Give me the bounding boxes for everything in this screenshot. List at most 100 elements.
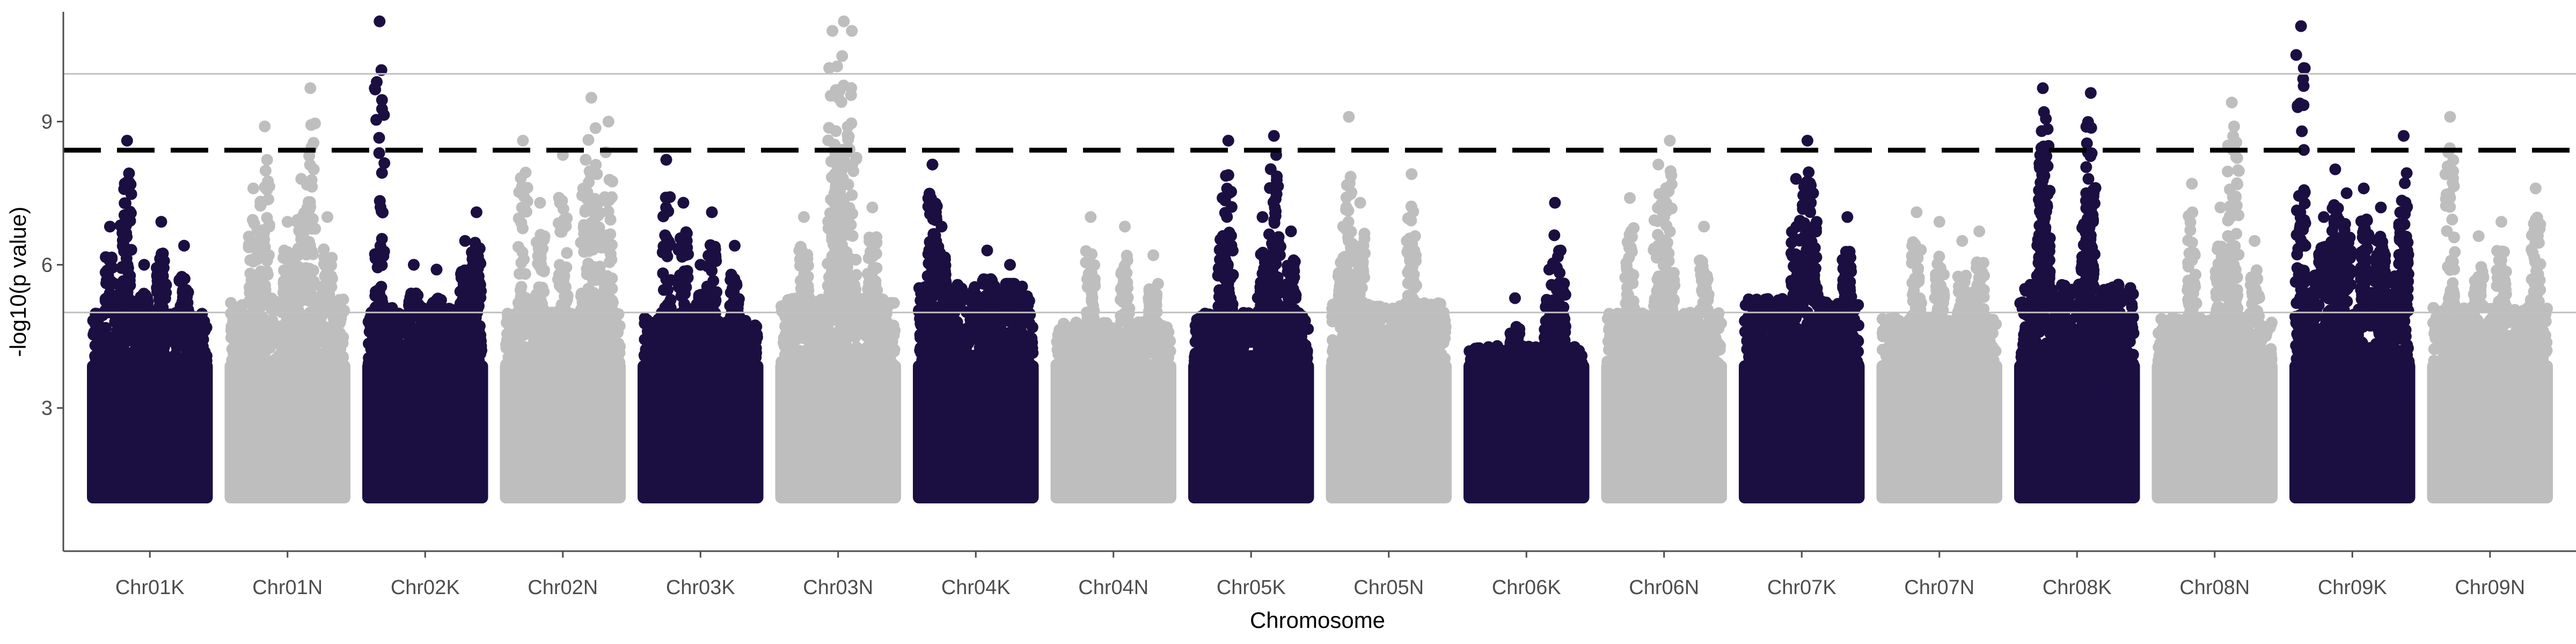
point — [535, 248, 547, 260]
point — [612, 360, 624, 371]
point — [540, 343, 552, 355]
point — [559, 290, 570, 302]
point — [250, 348, 262, 360]
point — [264, 219, 275, 231]
peak-point — [534, 197, 546, 209]
point — [247, 214, 259, 226]
point — [592, 290, 604, 302]
point — [175, 326, 187, 338]
point — [133, 353, 145, 364]
point — [375, 240, 386, 252]
point — [122, 275, 134, 287]
point — [592, 198, 604, 210]
point — [590, 122, 602, 134]
point — [515, 217, 527, 229]
point — [243, 239, 255, 251]
chromosome-Chr01K — [87, 135, 213, 503]
peak-point — [431, 264, 443, 275]
peak-point — [259, 121, 270, 133]
peak-point — [586, 92, 597, 104]
point — [101, 265, 113, 276]
point — [240, 369, 252, 380]
point — [431, 331, 443, 343]
point — [150, 351, 162, 363]
peak-point — [121, 135, 133, 147]
point — [339, 375, 350, 387]
peak-point — [282, 216, 294, 228]
point — [570, 346, 582, 357]
point — [190, 363, 202, 375]
point — [439, 375, 451, 387]
peak-point — [156, 216, 167, 228]
point — [281, 361, 293, 373]
point — [519, 318, 531, 330]
point — [260, 165, 272, 177]
point — [465, 345, 477, 356]
point — [171, 341, 183, 353]
point — [509, 323, 521, 334]
peak-point — [247, 182, 259, 194]
point — [278, 265, 290, 276]
point — [120, 244, 132, 256]
point — [608, 336, 620, 348]
point — [568, 367, 580, 378]
point — [582, 134, 594, 146]
point — [113, 322, 125, 334]
point — [569, 320, 581, 332]
point — [422, 339, 434, 351]
point — [463, 334, 474, 346]
point — [286, 321, 297, 333]
point — [556, 195, 568, 207]
point — [405, 355, 416, 367]
point — [319, 292, 331, 304]
point — [142, 333, 154, 345]
chromosome-Chr02N — [500, 92, 626, 503]
point — [326, 281, 338, 293]
point — [436, 357, 448, 369]
point — [605, 295, 617, 307]
peak-point — [119, 178, 131, 189]
point — [572, 382, 584, 394]
point — [261, 255, 273, 267]
point — [262, 269, 274, 281]
point — [103, 278, 115, 290]
point — [93, 333, 105, 345]
point — [374, 147, 385, 159]
point — [234, 345, 246, 356]
point — [551, 325, 562, 337]
point — [137, 319, 149, 331]
point — [114, 364, 126, 376]
point — [383, 375, 395, 387]
point — [178, 373, 190, 385]
chromosome-Chr02K — [362, 16, 488, 503]
point — [518, 253, 530, 265]
point — [514, 268, 525, 280]
point — [177, 287, 188, 298]
point — [119, 337, 131, 349]
point — [179, 273, 191, 285]
point — [283, 250, 295, 262]
point — [369, 84, 381, 96]
point — [120, 220, 132, 232]
point — [252, 225, 264, 237]
point — [297, 221, 309, 232]
chromosome-Chr03K — [638, 154, 764, 503]
point — [163, 368, 174, 379]
point — [275, 326, 287, 338]
point — [196, 308, 208, 320]
point — [260, 375, 272, 387]
point — [119, 209, 130, 221]
point — [515, 284, 526, 296]
point — [372, 261, 384, 273]
point — [192, 382, 204, 394]
point — [595, 358, 606, 370]
point — [579, 206, 591, 218]
point — [605, 214, 617, 225]
point — [379, 349, 391, 361]
point — [580, 338, 591, 350]
point — [376, 296, 388, 308]
point — [418, 323, 430, 335]
point — [604, 174, 616, 186]
point — [527, 379, 539, 391]
point — [576, 189, 588, 201]
